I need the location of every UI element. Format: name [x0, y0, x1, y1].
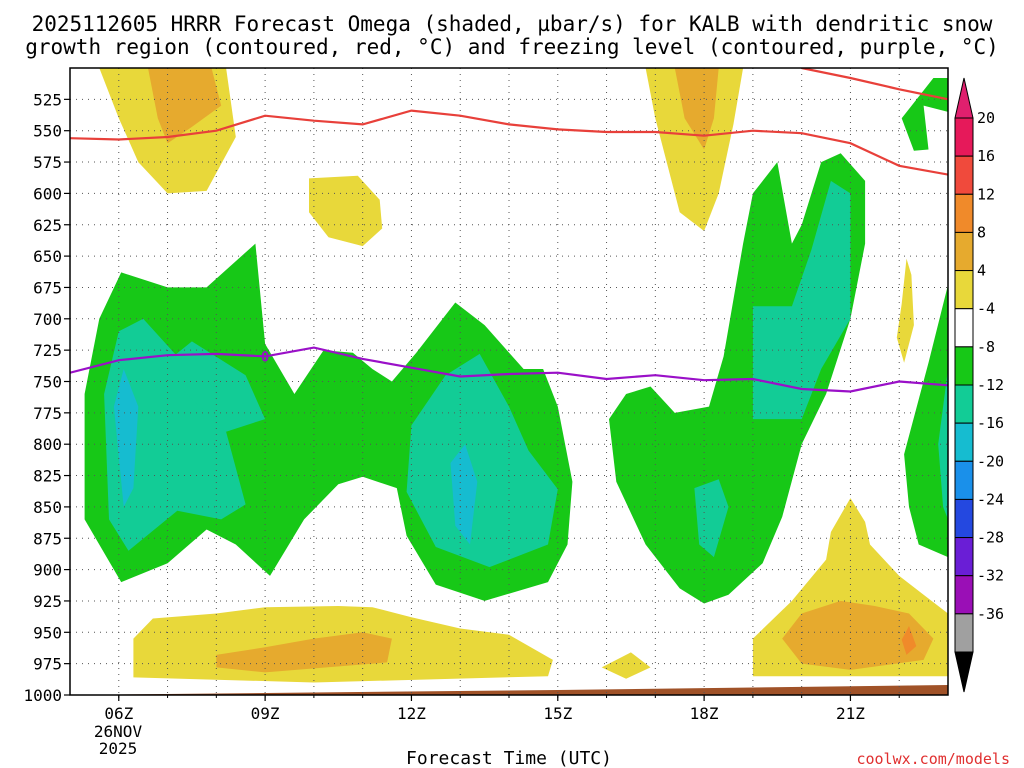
- omega-shaded-regions: [84, 68, 948, 683]
- ground-layer: [70, 685, 948, 695]
- x-tick-label-18Z: 18Z: [690, 704, 719, 723]
- omega-region-21: [782, 600, 934, 670]
- colorbar-top-arrow: [954, 77, 974, 119]
- colorbar-swatch-10: [954, 498, 974, 539]
- colorbar-label-13: -36: [977, 605, 1004, 623]
- y-tick-label-750: 750: [33, 373, 62, 392]
- omega-region-9: [113, 369, 139, 507]
- y-tick-label-725: 725: [33, 341, 62, 360]
- y-tick-label-525: 525: [33, 90, 62, 109]
- colorbar-swatch-4: [954, 270, 974, 310]
- omega-region-22: [901, 626, 917, 655]
- colorbar-label-1: 16: [977, 147, 995, 165]
- y-tick-label-975: 975: [33, 655, 62, 674]
- colorbar-swatch-11: [954, 537, 974, 577]
- y-tick-label-925: 925: [33, 592, 62, 611]
- freezing-level-line: [70, 346, 948, 393]
- omega-region-23: [896, 258, 914, 363]
- omega-region-4: [674, 68, 719, 150]
- omega-region-2: [309, 175, 383, 247]
- y-tick-label-550: 550: [33, 122, 62, 141]
- colorbar-swatch-1: [954, 155, 974, 195]
- y-tick-label-875: 875: [33, 529, 62, 548]
- omega-region-7: [157, 341, 266, 432]
- y-tick-label-950: 950: [33, 623, 62, 642]
- colorbar-swatch-2: [954, 193, 974, 233]
- x-tick-label-21Z: 21Z: [836, 704, 865, 723]
- dgz-contour-1: [801, 68, 948, 101]
- omega-region-13: [694, 479, 729, 558]
- dgz-contour-0: [70, 109, 948, 176]
- y-axis: 525 550 575 600 625 650 675 700 725 750 775 800 825 8…: [23, 90, 70, 705]
- x-axis: 06Z 09Z 12Z 15Z 18Z 21Z: [104, 695, 900, 723]
- y-tick-label-850: 850: [33, 498, 62, 517]
- omega-region-1: [148, 68, 222, 144]
- y-tick-label-675: 675: [33, 278, 62, 297]
- date-label-year: 2025: [99, 739, 138, 758]
- contour-lines: 0: [70, 68, 948, 393]
- colorbar-swatch-6: [954, 346, 974, 386]
- omega-region-18: [216, 632, 392, 673]
- plot-area: 0: [70, 68, 948, 695]
- colorbar-label-8: -16: [977, 414, 1004, 432]
- colorbar-swatch-8: [954, 422, 974, 462]
- x-tick-label-12Z: 12Z: [397, 704, 426, 723]
- omega-region-6: [104, 318, 246, 551]
- y-tick-label-900: 900: [33, 561, 62, 580]
- ground-surface: [70, 685, 948, 695]
- y-tick-label-775: 775: [33, 404, 62, 423]
- omega-region-14: [901, 78, 948, 151]
- colorbar-label-3: 8: [977, 223, 986, 241]
- y-tick-label-600: 600: [33, 184, 62, 203]
- colorbar-label-5: -4: [977, 300, 995, 318]
- omega-region-12: [752, 180, 851, 420]
- colorbar-swatch-3: [954, 231, 974, 272]
- x-tick-label-06Z: 06Z: [104, 704, 133, 723]
- x-tick-label-09Z: 09Z: [251, 704, 280, 723]
- omega-region-15: [904, 284, 948, 558]
- colorbar-swatch-12: [954, 575, 974, 615]
- x-axis-label: Forecast Time (UTC): [406, 748, 612, 768]
- grid-lines: [70, 68, 948, 695]
- colorbar-label-0: 20: [977, 109, 995, 127]
- colorbar-label-7: -12: [977, 376, 1004, 394]
- colorbar-label-6: -8: [977, 338, 995, 356]
- credit-text: coolwx.com/models: [856, 750, 1010, 768]
- colorbar-swatch-5: [954, 308, 974, 348]
- y-tick-label-575: 575: [33, 153, 62, 172]
- date-label-day: 26NOV: [94, 722, 143, 741]
- y-tick-label-700: 700: [33, 310, 62, 329]
- colorbar-label-4: 4: [977, 262, 986, 280]
- colorbar: 20 16 12 8 4 -4 -8 -12 -16 -20 -24 -28 -32 -36: [954, 77, 1004, 693]
- omega-region-3: [645, 68, 744, 231]
- y-tick-label-1000: 1000: [23, 686, 62, 705]
- omega-region-19: [601, 652, 651, 679]
- colorbar-swatch-7: [954, 384, 974, 424]
- omega-region-16: [938, 369, 948, 520]
- colorbar-label-11: -28: [977, 529, 1004, 547]
- colorbar-label-10: -24: [977, 490, 1004, 508]
- y-tick-label-800: 800: [33, 435, 62, 454]
- freezing-level-label: 0: [261, 349, 269, 365]
- colorbar-label-9: -20: [977, 452, 1004, 470]
- y-tick-label-825: 825: [33, 467, 62, 486]
- x-tick-label-15Z: 15Z: [543, 704, 572, 723]
- chart-title-line2: growth region (contoured, red, °C) and f…: [25, 35, 999, 59]
- colorbar-swatch-13: [954, 613, 974, 653]
- colorbar-swatch-9: [954, 460, 974, 500]
- chart-title-line1: 2025112605 HRRR Forecast Omega (shaded, …: [32, 12, 993, 36]
- omega-region-10: [450, 444, 478, 545]
- omega-region-8: [406, 353, 558, 568]
- colorbar-bottom-arrow: [954, 651, 974, 693]
- y-tick-label-650: 650: [33, 247, 62, 266]
- colorbar-swatch-0: [954, 117, 974, 157]
- y-tick-label-625: 625: [33, 216, 62, 235]
- colorbar-label-2: 12: [977, 185, 995, 203]
- colorbar-label-12: -32: [977, 567, 1004, 585]
